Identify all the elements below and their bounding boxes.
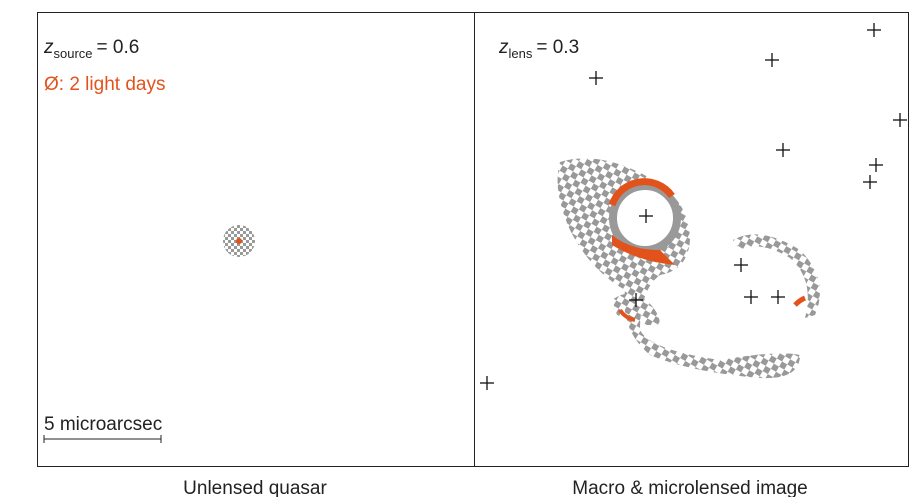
caption: Unlensed quasar: [183, 478, 327, 497]
scale-bar: [43, 435, 162, 443]
redshift-label: zsource = 0.6: [43, 37, 139, 61]
star-markers: [480, 23, 907, 390]
lensed-image: [557, 158, 820, 379]
caption: Macro & microlensed image: [572, 478, 807, 497]
scale-bar-label: 5 microarcsec: [44, 414, 162, 435]
left-panel: zsource = 0.6 Ø: 2 light days 5 microarcs…: [43, 37, 327, 499]
right-panel: zlens = 0.3 Macro & microlense: [480, 23, 907, 499]
size-note: Ø: 2 light days: [44, 74, 165, 95]
redshift-label: zlens = 0.3: [498, 37, 579, 61]
source-core: [236, 238, 242, 244]
frame: [37, 12, 909, 467]
